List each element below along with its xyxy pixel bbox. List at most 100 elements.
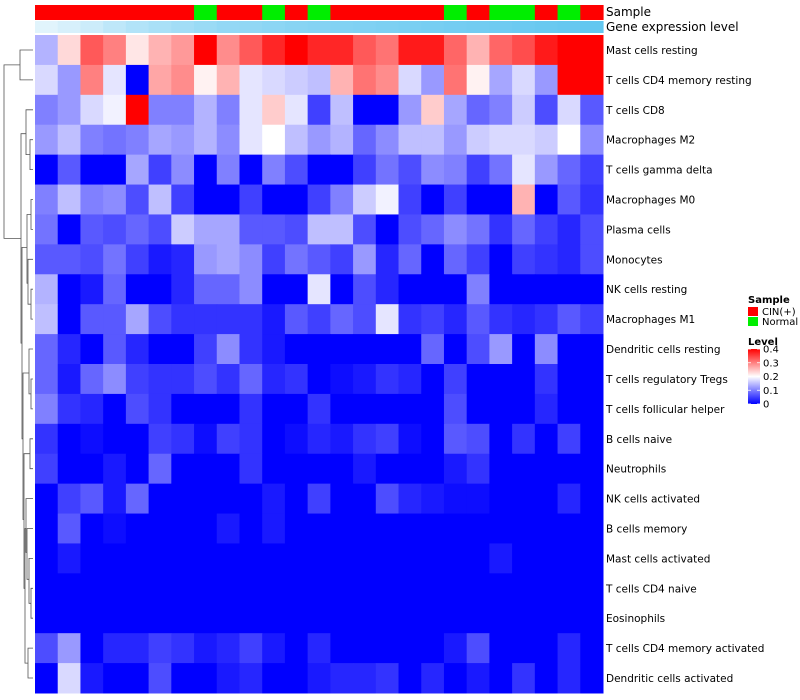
row-label: T cells CD4 memory resting [605,75,752,87]
heatmap-cell [443,393,468,425]
heatmap-cell [421,364,445,395]
expression-annotation-cell [534,21,559,33]
heatmap-cell [80,214,104,245]
dendrogram-branch [27,647,33,679]
heatmap-cell [353,184,377,215]
heatmap-cell [216,423,240,455]
heatmap-cell [512,513,536,544]
heatmap-cell [284,304,309,335]
sample-annotation-cell [421,5,445,20]
heatmap-cell [239,633,263,664]
heatmap-cell [534,334,559,365]
heatmap-cell [103,35,127,66]
heatmap-cell [421,124,445,156]
heatmap-cell [307,633,331,664]
legend-level-tick-label: 0.3 [763,358,779,369]
heatmap-cell [57,184,81,215]
expression-annotation-cell [194,21,218,33]
heatmap-cell [148,513,172,544]
row-label: Mast cells resting [606,45,698,57]
heatmap-cell [580,663,604,694]
heatmap-cell [307,334,331,365]
dendrogram-branch [30,288,33,320]
heatmap-cell [103,244,127,275]
heatmap-cell [353,543,377,574]
heatmap-cell [443,184,468,215]
heatmap-cell [330,573,354,604]
sample-annotation-cell [262,5,286,20]
dendrogram-branch [27,258,33,305]
heatmap-cell [443,423,468,455]
heatmap-cell [216,393,240,425]
heatmap-cell [580,274,604,305]
sample-annotation-cell [80,5,104,20]
heatmap-cell [57,393,81,425]
heatmap-cell [171,124,195,156]
heatmap-cell [57,603,81,634]
expression-annotation-cell [171,21,195,33]
heatmap-cell [330,274,354,305]
heatmap-cell [80,453,104,485]
dendrogram-branch [23,453,30,589]
heatmap-cell [307,244,331,275]
heatmap-cell [80,274,104,305]
heatmap-cell [330,453,354,485]
sample-annotation-cell [353,5,377,20]
heatmap-cell [307,663,331,694]
heatmap-cell [443,274,468,305]
expression-annotation-cell [239,21,263,33]
heatmap-cell [284,94,309,126]
heatmap-cell [171,603,195,634]
heatmap-cell [580,603,604,634]
heatmap-cell [125,364,150,395]
dendrogram-branch [28,348,33,395]
heatmap-cell [307,543,331,574]
heatmap-cell [443,214,468,245]
heatmap-cell [148,214,172,245]
heatmap-cell [512,633,536,664]
heatmap-cell [284,453,309,485]
annotation-title-sample: Sample [606,5,651,19]
heatmap-cell [103,543,127,574]
sample-annotation-cell [466,5,490,20]
heatmap-cell [35,154,59,186]
heatmap-cell [443,35,468,66]
row-dendrogram [3,49,33,679]
heatmap-cell [194,35,218,66]
heatmap-cell [80,364,104,395]
heatmap-cell [534,603,559,634]
heatmap-cell [216,334,240,365]
heatmap-cell [580,124,604,156]
heatmap-cell [35,184,59,215]
heatmap-cell [103,274,127,305]
heatmap-cell [557,663,581,694]
heatmap-cell [103,124,127,156]
heatmap-cell [330,94,354,126]
legend-level-tick-label: 0.1 [763,386,779,397]
heatmap-cell [148,543,172,574]
heatmap-cell [284,154,309,186]
heatmap-cell [421,573,445,604]
heatmap-cell [398,513,422,544]
expression-annotation-cell [353,21,377,33]
heatmap-cell [35,334,59,365]
heatmap-cell [557,364,581,395]
heatmap-cell [239,274,263,305]
heatmap-cell [421,214,445,245]
heatmap-cell [580,334,604,365]
heatmap-cell [171,304,195,335]
row-label: T cells follicular helper [605,404,725,416]
heatmap-cell [125,633,150,664]
heatmap-cell [353,663,377,694]
heatmap-cell [421,64,445,96]
heatmap-cell [443,603,468,634]
heatmap-cell [307,154,331,186]
heatmap-cell [534,453,559,485]
heatmap-cell [194,513,218,544]
heatmap-cell [580,633,604,664]
dendrogram-branch [24,528,28,664]
heatmap-cell [284,603,309,634]
heatmap-cell [489,513,513,544]
heatmap-cell [534,663,559,694]
heatmap-cell [512,453,536,485]
